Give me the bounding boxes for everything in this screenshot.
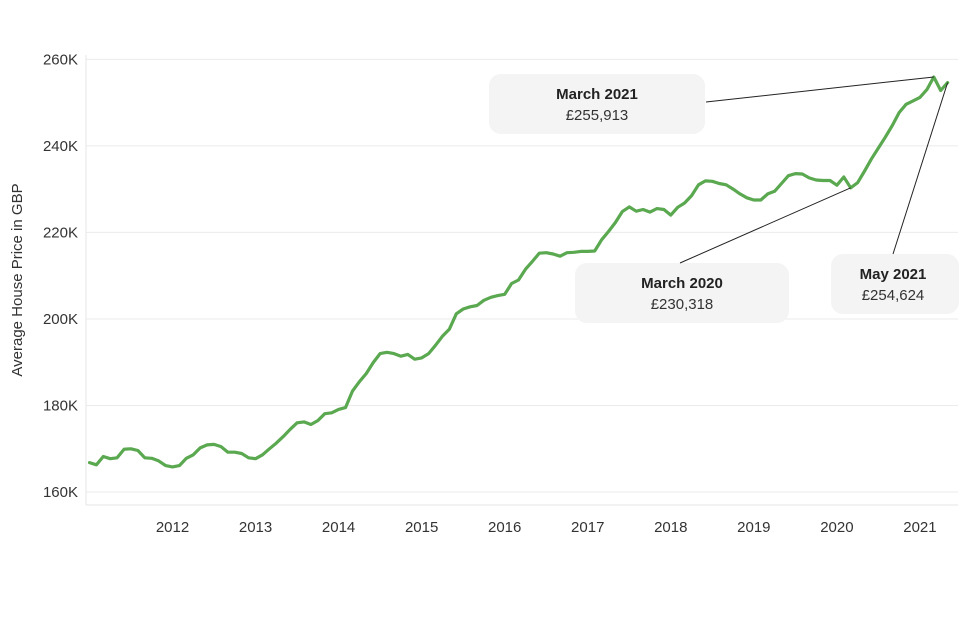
annotation-title: March 2021 — [556, 86, 638, 103]
gridlines — [86, 58, 958, 493]
x-tick-label: 2019 — [737, 519, 770, 536]
annotation-leader-line — [892, 82, 949, 255]
annotation-leader-line — [679, 187, 851, 264]
annotation-march-2021: March 2021 £255,913 — [489, 74, 934, 134]
annotation-march-2020: March 2020 £230,318 — [575, 187, 851, 323]
annotation-value: £230,318 — [651, 296, 714, 313]
x-tick-label: 2013 — [239, 519, 272, 536]
annotation-box — [831, 254, 959, 314]
annotation-title: May 2021 — [860, 266, 927, 283]
annotation-value: £254,624 — [862, 287, 925, 304]
annotation-value: £255,913 — [566, 107, 629, 124]
y-tick-label: 180K — [43, 397, 78, 414]
y-axis-label: Average House Price in GBP — [9, 183, 26, 376]
annotation-may-2021: May 2021 £254,624 — [831, 82, 959, 314]
x-tick-label: 2020 — [820, 519, 853, 536]
annotation-leader-line — [705, 76, 934, 103]
x-tick-label: 2015 — [405, 519, 438, 536]
y-tick-labels: 160K 180K 200K 220K 240K 260K — [43, 51, 78, 501]
x-tick-label: 2018 — [654, 519, 687, 536]
x-tick-label: 2017 — [571, 519, 604, 536]
series-layer — [87, 75, 950, 469]
annotation-box — [575, 263, 789, 323]
x-tick-labels: 2012 2013 2014 2015 2016 2017 2018 2019 2020 2021 — [156, 519, 937, 536]
x-tick-label: 2021 — [903, 519, 936, 536]
annotation-title: March 2020 — [641, 275, 723, 292]
x-tick-label: 2012 — [156, 519, 189, 536]
y-tick-label: 220K — [43, 224, 78, 241]
y-tick-label: 240K — [43, 138, 78, 155]
x-tick-label: 2016 — [488, 519, 521, 536]
y-tick-label: 160K — [43, 484, 78, 501]
y-tick-label: 260K — [43, 51, 78, 68]
y-tick-label: 200K — [43, 311, 78, 328]
x-tick-label: 2014 — [322, 519, 355, 536]
series-line — [87, 75, 950, 469]
annotation-box — [489, 74, 705, 134]
